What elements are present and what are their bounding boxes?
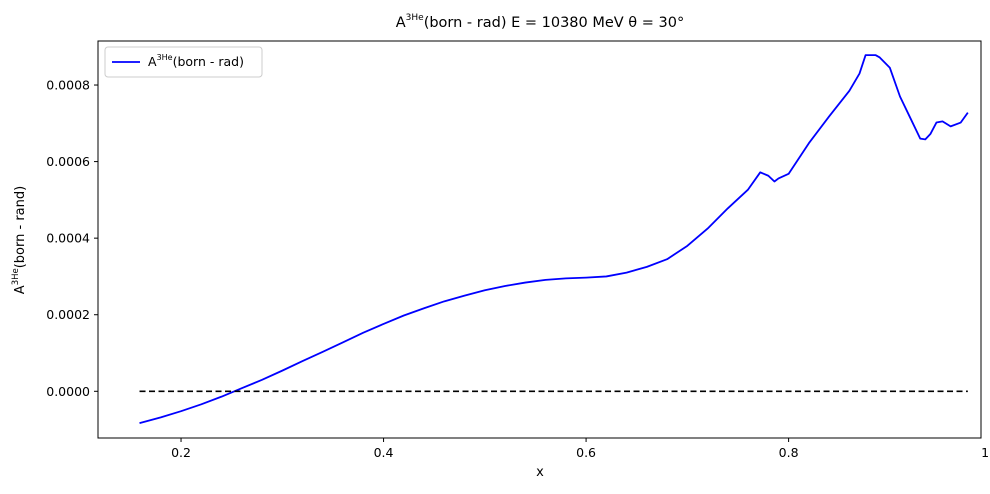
legend-label: A3He(born - rad): [148, 53, 244, 69]
x-tick-label: 0.4: [374, 445, 394, 460]
axes-frame: [97, 40, 982, 439]
chart-title: A3He(born - rad) E = 10380 MeV θ = 30°: [396, 13, 685, 31]
legend: A3He(born - rad): [104, 46, 263, 78]
y-tick-label: 0.0008: [46, 78, 90, 93]
y-tick-label: 0.0006: [46, 154, 90, 169]
y-tick-label: 0.0002: [46, 307, 90, 322]
y-axis-ticks: 0.0000 0.0002 0.0004 0.0006 0.0008: [46, 78, 98, 399]
x-axis-label: x: [536, 465, 544, 480]
y-axis-label: A3He(born - rand): [11, 186, 28, 294]
legend-box: [104, 46, 263, 78]
x-tick-label: 0.8: [779, 445, 799, 460]
x-tick-label: 1.0: [981, 445, 990, 460]
y-tick-label: 0.0004: [46, 231, 90, 246]
y-tick-label: 0.0000: [46, 384, 90, 399]
series-line-born-rad: [139, 54, 969, 424]
plot-area: [139, 54, 969, 424]
x-tick-label: 0.6: [576, 445, 596, 460]
x-axis-ticks: 0.2 0.4 0.6 0.8 1.0: [171, 438, 990, 460]
x-tick-label: 0.2: [171, 445, 191, 460]
